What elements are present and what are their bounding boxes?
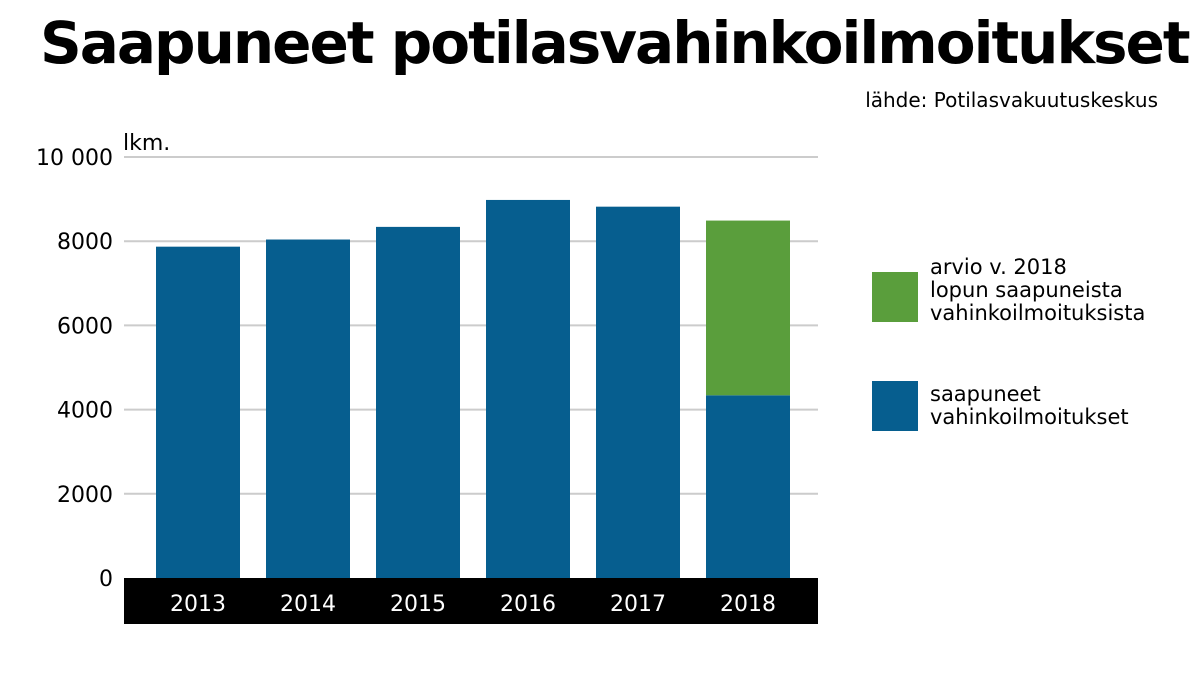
legend-swatch-estimate — [872, 271, 918, 322]
chart-title: Saapuneet potilasvahinkoilmoitukset — [40, 9, 1191, 77]
bar-received — [266, 239, 350, 579]
legend-label-received: saapuneet vahinkoilmoitukset — [930, 382, 1129, 429]
x-tick-label: 2016 — [500, 592, 556, 617]
x-axis-band — [124, 578, 818, 624]
y-tick-label: 2000 — [57, 483, 113, 508]
y-tick-label: 10 000 — [36, 146, 113, 171]
x-tick-label: 2017 — [610, 592, 666, 617]
bar-received — [486, 199, 570, 578]
bar-received — [156, 246, 240, 578]
y-tick-label: 6000 — [57, 314, 113, 339]
legend-item-estimate: arvio v. 2018 lopun saapuneista vahinkoi… — [872, 256, 1192, 331]
x-tick-label: 2013 — [170, 592, 226, 617]
bar-received — [706, 395, 790, 578]
legend-item-received: saapuneet vahinkoilmoitukset — [872, 381, 1192, 431]
bar-received — [596, 206, 680, 579]
bar-received — [376, 226, 460, 579]
y-axis-label: lkm. — [123, 131, 170, 156]
legend: arvio v. 2018 lopun saapuneista vahinkoi… — [872, 256, 1192, 431]
y-tick-label: 8000 — [57, 230, 113, 255]
y-tick-label: 4000 — [57, 399, 113, 424]
x-tick-label: 2014 — [280, 592, 336, 617]
y-tick-label: 0 — [99, 567, 113, 592]
source-note: lähde: Potilasvakuutuskeskus — [865, 88, 1158, 112]
x-tick-label: 2018 — [720, 592, 776, 617]
legend-swatch-received — [872, 381, 918, 431]
x-tick-label: 2015 — [390, 592, 446, 617]
bar-estimate — [706, 220, 790, 396]
legend-label-estimate: arvio v. 2018 lopun saapuneista vahinkoi… — [930, 255, 1146, 325]
